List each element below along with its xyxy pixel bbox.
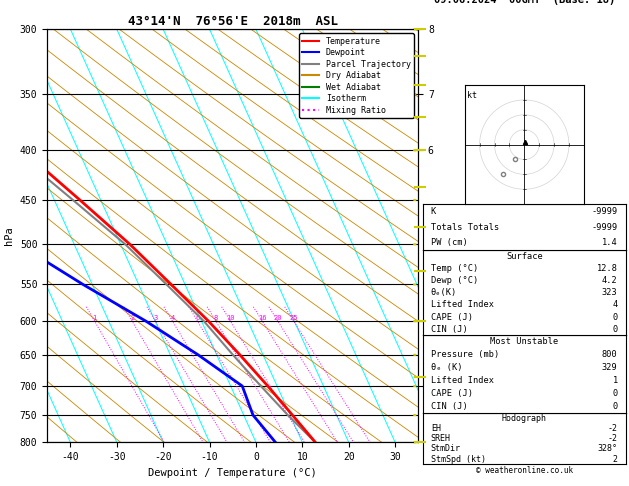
- Text: -2: -2: [608, 424, 618, 433]
- Text: 0: 0: [613, 312, 618, 322]
- Text: Lifted Index: Lifted Index: [431, 300, 494, 310]
- Text: Surface: Surface: [506, 252, 543, 261]
- Text: 2: 2: [613, 454, 618, 464]
- Text: Dewp (°C): Dewp (°C): [431, 276, 478, 285]
- Text: 12.8: 12.8: [597, 264, 618, 273]
- Text: 20: 20: [274, 315, 282, 321]
- Text: © weatheronline.co.uk: © weatheronline.co.uk: [476, 466, 573, 475]
- Text: 0: 0: [613, 402, 618, 411]
- Text: CIN (J): CIN (J): [431, 402, 467, 411]
- Text: SREH: SREH: [431, 434, 451, 443]
- Text: Most Unstable: Most Unstable: [490, 337, 559, 347]
- Title: 43°14'N  76°56'E  2018m  ASL: 43°14'N 76°56'E 2018m ASL: [128, 15, 338, 28]
- Text: 4.2: 4.2: [602, 276, 618, 285]
- Text: -9999: -9999: [591, 223, 618, 232]
- Text: EH: EH: [431, 424, 441, 433]
- Text: Temp (°C): Temp (°C): [431, 264, 478, 273]
- Text: StmSpd (kt): StmSpd (kt): [431, 454, 486, 464]
- Text: CAPE (J): CAPE (J): [431, 312, 473, 322]
- Text: -2: -2: [608, 434, 618, 443]
- Text: 2: 2: [130, 315, 134, 321]
- Text: 09.06.2024  00GMT  (Base: 18): 09.06.2024 00GMT (Base: 18): [433, 0, 615, 5]
- Text: θₑ(K): θₑ(K): [431, 288, 457, 297]
- Legend: Temperature, Dewpoint, Parcel Trajectory, Dry Adiabat, Wet Adiabat, Isotherm, Mi: Temperature, Dewpoint, Parcel Trajectory…: [299, 34, 414, 118]
- Text: Pressure (mb): Pressure (mb): [431, 350, 499, 359]
- Text: 4: 4: [613, 300, 618, 310]
- Text: 1: 1: [613, 376, 618, 385]
- Text: 3: 3: [153, 315, 157, 321]
- Text: 10: 10: [226, 315, 235, 321]
- Text: Lifted Index: Lifted Index: [431, 376, 494, 385]
- Text: θₑ (K): θₑ (K): [431, 363, 462, 372]
- Text: 8: 8: [214, 315, 218, 321]
- Text: 800: 800: [602, 350, 618, 359]
- Y-axis label: km
ASL: km ASL: [452, 236, 469, 257]
- Y-axis label: hPa: hPa: [4, 226, 14, 245]
- Text: 329: 329: [602, 363, 618, 372]
- Text: 323: 323: [602, 288, 618, 297]
- Text: K: K: [431, 208, 436, 216]
- Text: 0: 0: [613, 325, 618, 334]
- Text: CIN (J): CIN (J): [431, 325, 467, 334]
- X-axis label: Dewpoint / Temperature (°C): Dewpoint / Temperature (°C): [148, 468, 317, 478]
- Text: StmDir: StmDir: [431, 444, 461, 453]
- Text: PW (cm): PW (cm): [431, 238, 467, 247]
- Text: CAPE (J): CAPE (J): [431, 389, 473, 398]
- Text: 6: 6: [195, 315, 199, 321]
- Text: 1: 1: [92, 315, 97, 321]
- Text: Hodograph: Hodograph: [502, 414, 547, 423]
- Text: 4: 4: [170, 315, 175, 321]
- Text: LCL: LCL: [423, 387, 438, 397]
- Text: 25: 25: [289, 315, 298, 321]
- Text: 16: 16: [258, 315, 267, 321]
- Text: 328°: 328°: [598, 444, 618, 453]
- Text: kt: kt: [467, 91, 477, 100]
- Text: 1.4: 1.4: [602, 238, 618, 247]
- Text: 0: 0: [613, 389, 618, 398]
- Text: Totals Totals: Totals Totals: [431, 223, 499, 232]
- Text: -9999: -9999: [591, 208, 618, 216]
